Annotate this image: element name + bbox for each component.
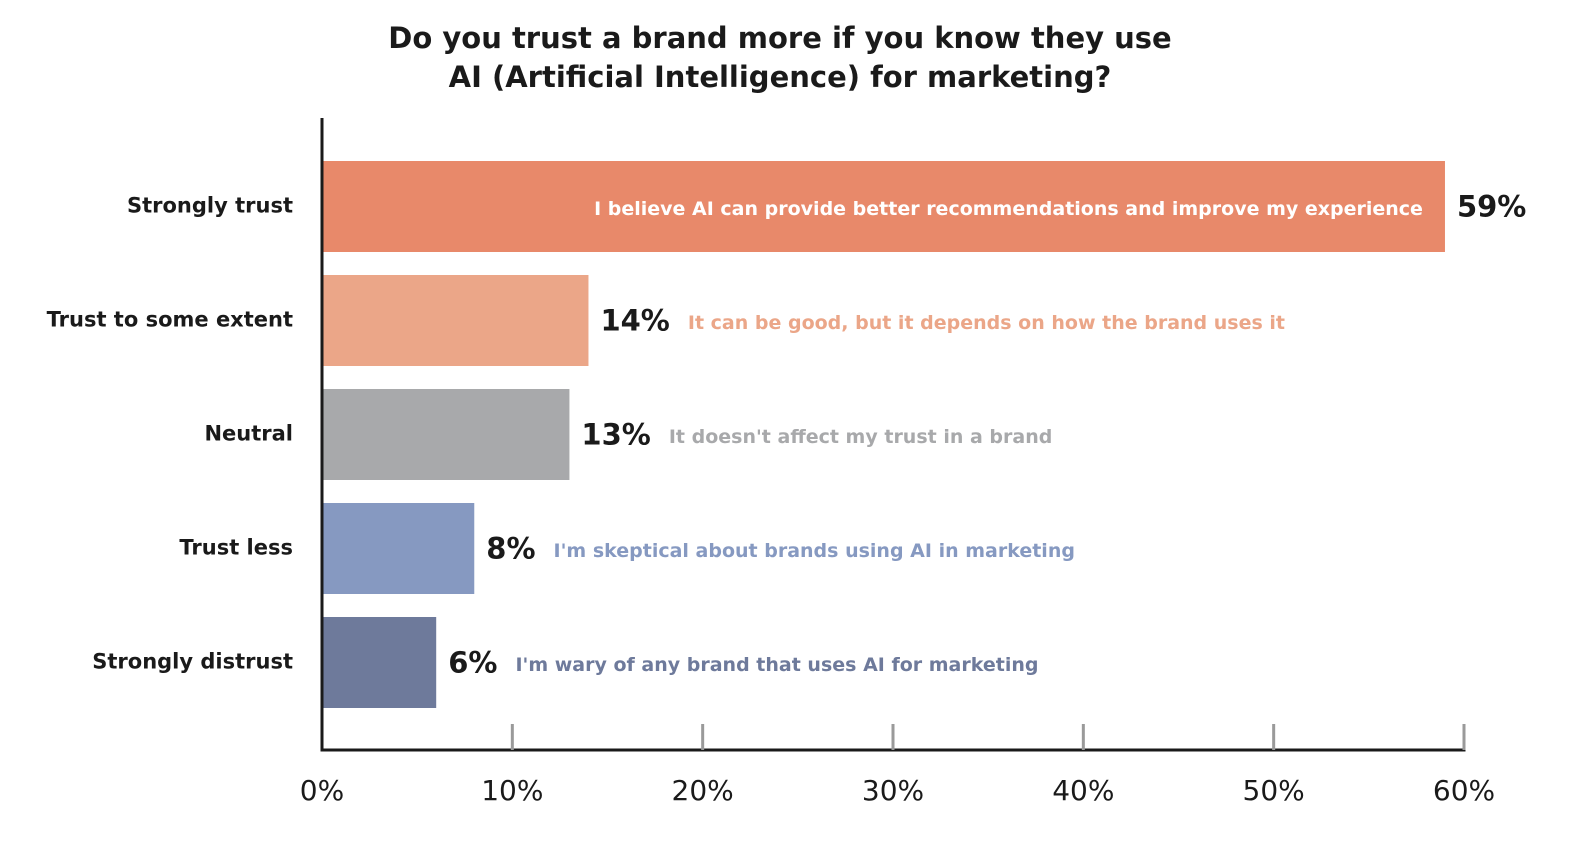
- bar: [322, 161, 1445, 252]
- value-label: 13%: [581, 418, 650, 452]
- x-tick-label: 30%: [862, 774, 924, 807]
- chart-title-line-2: AI (Artificial Intelligence) for marketi…: [449, 60, 1112, 94]
- category-label: Neutral: [204, 422, 293, 446]
- value-label: 14%: [600, 304, 669, 338]
- x-tick-label: 0%: [300, 774, 344, 807]
- x-tick-label: 40%: [1052, 774, 1114, 807]
- value-label: 8%: [486, 532, 535, 566]
- category-label: Strongly distrust: [92, 650, 293, 674]
- chart-title: Do you trust a brand more if you know th…: [388, 21, 1171, 94]
- bar: [322, 389, 570, 480]
- bar: [322, 617, 437, 708]
- annotation-label: It can be good, but it depends on how th…: [688, 312, 1285, 334]
- category-label: Trust less: [179, 536, 293, 560]
- x-tick-label: 50%: [1243, 774, 1305, 807]
- bar: [322, 275, 589, 366]
- annotation-label: I'm skeptical about brands using AI in m…: [554, 540, 1075, 562]
- x-tick-label: 60%: [1433, 774, 1495, 807]
- category-label: Strongly trust: [127, 194, 293, 218]
- category-label: Trust to some extent: [47, 308, 293, 332]
- annotation-label: It doesn't affect my trust in a brand: [669, 426, 1053, 448]
- annotation-label: I believe AI can provide better recommen…: [594, 198, 1423, 220]
- x-tick-label: 20%: [672, 774, 734, 807]
- value-label: 59%: [1457, 190, 1526, 224]
- x-tick-label: 10%: [481, 774, 543, 807]
- chart-title-line-1: Do you trust a brand more if you know th…: [388, 21, 1171, 55]
- value-label: 6%: [448, 646, 497, 680]
- annotation-label: I'm wary of any brand that uses AI for m…: [515, 654, 1038, 676]
- bar: [322, 503, 475, 594]
